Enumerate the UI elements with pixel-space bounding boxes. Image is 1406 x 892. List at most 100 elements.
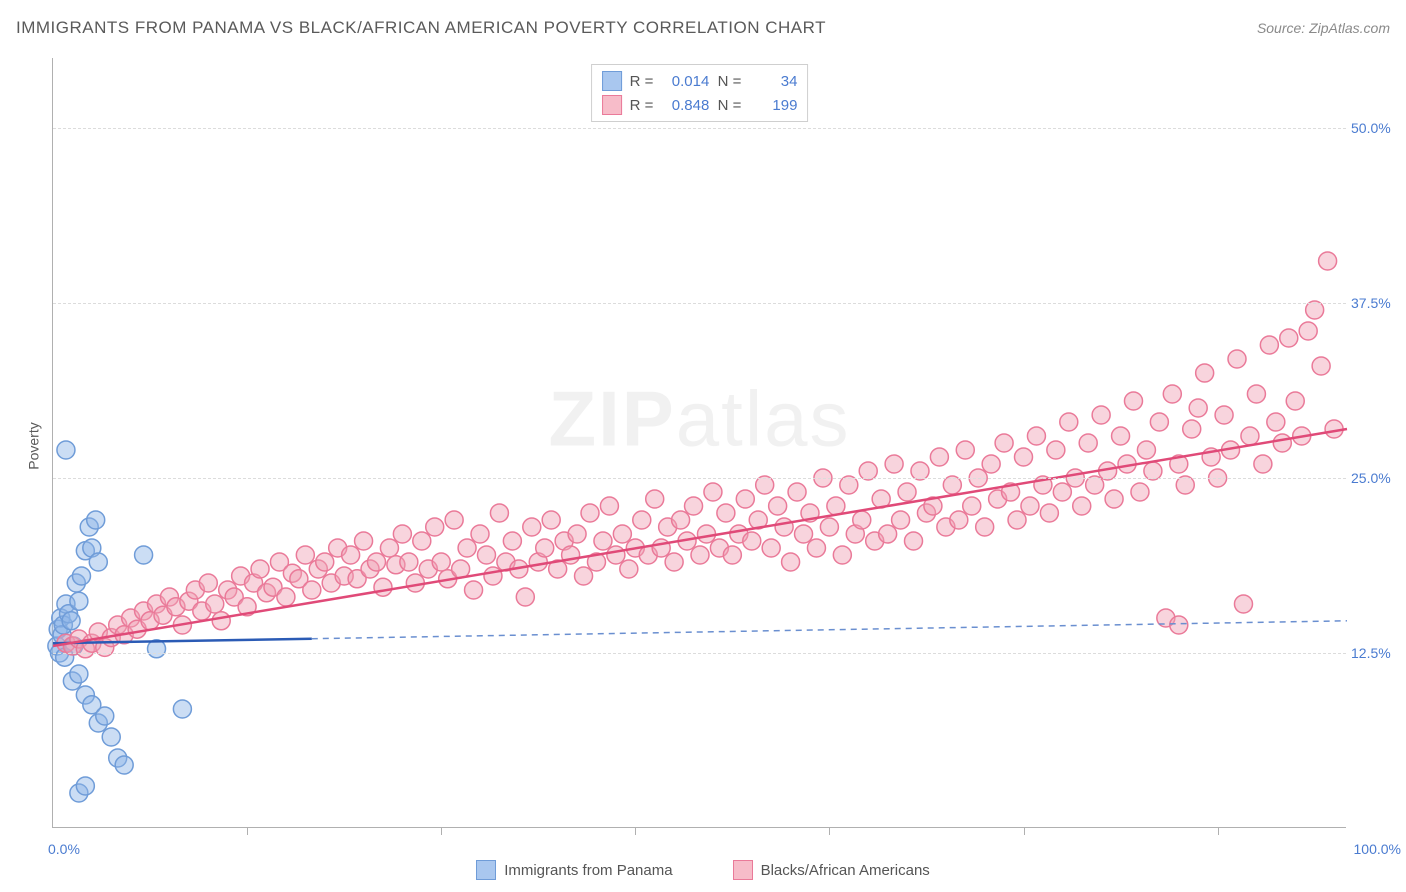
data-point [1163,385,1181,403]
data-point [1183,420,1201,438]
legend-swatch [733,860,753,880]
data-point [503,532,521,550]
data-point [1131,483,1149,501]
data-point [769,497,787,515]
data-point [1060,413,1078,431]
data-point [400,553,418,571]
data-point [1092,406,1110,424]
data-point [963,497,981,515]
data-point [833,546,851,564]
data-point [1241,427,1259,445]
data-point [458,539,476,557]
data-point [1299,322,1317,340]
data-point [1015,448,1033,466]
data-point [471,525,489,543]
data-point [342,546,360,564]
data-point [1008,511,1026,529]
xtick [247,827,248,835]
data-point [1267,413,1285,431]
data-point [762,539,780,557]
data-point [1228,350,1246,368]
data-point [303,581,321,599]
data-point [892,511,910,529]
data-point [477,546,495,564]
data-point [523,518,541,536]
data-point [393,525,411,543]
legend-text: R =0.848 N =199 [630,97,798,114]
data-point [982,455,1000,473]
header: IMMIGRANTS FROM PANAMA VS BLACK/AFRICAN … [16,18,1390,38]
data-point [1079,434,1097,452]
data-point [633,511,651,529]
data-point [57,441,75,459]
data-point [1053,483,1071,501]
data-point [1021,497,1039,515]
data-point [374,578,392,596]
data-point [905,532,923,550]
data-point [1280,329,1298,347]
xtick-label: 100.0% [1354,841,1401,857]
data-point [575,567,593,585]
data-point [775,518,793,536]
xtick [441,827,442,835]
data-point [1137,441,1155,459]
data-point [89,553,107,571]
data-point [445,511,463,529]
data-point [1112,427,1130,445]
data-point [199,574,217,592]
data-point [1189,399,1207,417]
data-point [1260,336,1278,354]
data-point [646,490,664,508]
trend-line [53,429,1347,646]
ytick-label: 50.0% [1351,120,1406,136]
legend-row: R =0.014 N =34 [602,69,798,93]
data-point [885,455,903,473]
data-point [743,532,761,550]
data-point [1073,497,1091,515]
data-point [490,504,508,522]
data-point [102,728,120,746]
legend-swatch [476,860,496,880]
data-point [72,567,90,585]
data-point [853,511,871,529]
data-point [1319,252,1337,270]
source-label: Source: ZipAtlas.com [1257,20,1390,36]
data-point [62,612,80,630]
data-point [368,553,386,571]
legend-top: R =0.014 N =34 R =0.848 N =199 [591,64,809,122]
data-point [1215,406,1233,424]
data-point [1027,427,1045,445]
data-point [685,497,703,515]
data-point [1286,392,1304,410]
data-point [795,525,813,543]
xtick [829,827,830,835]
gridline [53,128,1346,129]
data-point [898,483,916,501]
data-point [736,490,754,508]
data-point [70,665,88,683]
data-point [788,483,806,501]
data-point [516,588,534,606]
data-point [930,448,948,466]
data-point [620,560,638,578]
xtick-label: 0.0% [48,841,80,857]
data-point [432,553,450,571]
data-point [536,539,554,557]
data-point [115,756,133,774]
legend-text: R =0.014 N =34 [630,73,798,90]
data-point [950,511,968,529]
data-point [665,553,683,571]
data-point [96,707,114,725]
data-point [594,532,612,550]
data-point [465,581,483,599]
data-point [76,777,94,795]
data-point [413,532,431,550]
data-point [1047,441,1065,459]
data-point [613,525,631,543]
data-point [1247,385,1265,403]
data-point [723,546,741,564]
legend-label: Blacks/African Americans [761,862,930,879]
data-point [1254,455,1272,473]
data-point [1273,434,1291,452]
data-point [672,511,690,529]
